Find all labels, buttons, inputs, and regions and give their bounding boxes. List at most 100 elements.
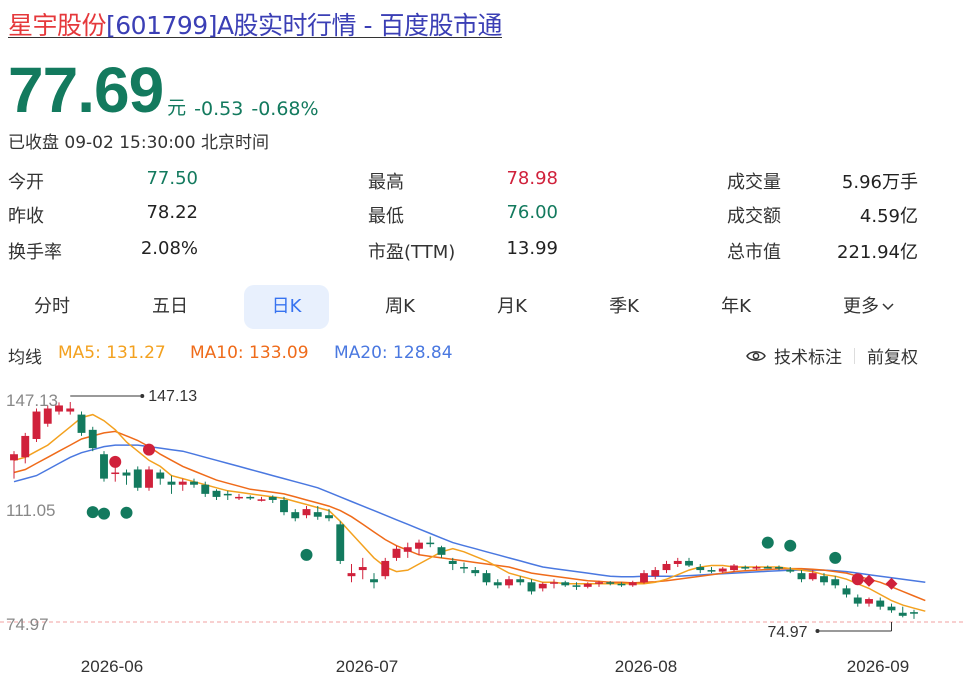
chart-tools: 技术标注 前复权 [746,343,918,368]
candle-body [66,408,75,412]
candle-body [842,588,851,595]
x-axis-label: 2026-07 [336,657,398,676]
tab-weekly-k[interactable]: 周K [385,296,415,317]
candle-body [122,472,131,476]
pe-label: 市盈(TTM) [368,242,456,263]
candle-body [201,484,210,494]
candle-body [223,493,232,496]
candle-body [43,408,52,424]
min-annotation-dot [815,629,820,633]
candle-body [460,567,468,569]
turnover-value: 2.08% [140,238,198,259]
kline-chart[interactable]: 147.13 111.05 74.97 147.13 74.97 2026-06 2026-… [0,382,963,692]
candle-body [808,573,817,580]
open-label: 今开 [8,172,44,193]
candle-body [865,599,873,604]
sell-signal-marker [300,548,313,561]
candle-body [100,454,108,479]
current-price: 77.69 [8,54,164,126]
tab-five-day[interactable]: 五日 [152,296,188,317]
tab-more[interactable]: 更多 [820,285,918,329]
tab-quarterly-k[interactable]: 季K [609,296,639,317]
ma20-line [13,444,926,584]
candle-body [32,411,41,439]
candle-body [797,573,806,580]
buy-signal-marker [143,443,155,456]
ma20-value: MA20: 128.84 [334,343,453,363]
candle-body [190,481,198,485]
ma5-value: MA5: 131.27 [58,343,166,363]
candle-body [910,612,918,614]
candle-body [853,597,862,604]
candle-body [516,579,525,583]
market-cap-value: 221.94亿 [837,242,918,263]
prev-close-label: 昨收 [8,206,44,227]
candle-body [538,583,547,589]
candle-body [415,542,423,549]
stock-name[interactable]: 星宇股份 [8,11,107,40]
candle-body [448,560,457,564]
candle-body [178,481,187,485]
page-title-rest[interactable]: [601799]A股实时行情 - 百度股市通 [106,11,502,40]
candle-body [617,583,626,586]
x-axis-label: 2026-06 [81,657,143,676]
candle-body [595,582,603,584]
candle-body [707,570,716,572]
candle-body [651,570,660,577]
candle-body [887,606,896,611]
low-label: 最低 [368,206,404,227]
candle-body [696,567,705,571]
page-title[interactable]: 星宇股份[601799]A股实时行情 - 百度股市通 [8,6,502,42]
candle-body [527,582,536,592]
candle-body [831,579,840,586]
forward-adjust-toggle[interactable]: 前复权 [867,348,918,368]
candle-body [685,560,693,566]
ma10-line [13,430,926,602]
period-tabs: 分时 五日 日K 周K 月K 季K 年K 更多 [8,285,918,329]
turnover-label: 换手率 [8,242,62,263]
max-annotation-label: 147.13 [148,388,197,405]
amount-label: 成交额 [727,206,781,227]
sell-signal-marker [86,506,99,519]
tab-yearly-k[interactable]: 年K [721,296,751,317]
buy-signal-marker [851,573,864,586]
candle-body [741,567,750,569]
candle-body [336,524,345,561]
chevron-down-icon [882,303,894,311]
candle-body [313,512,322,517]
candle-body [640,573,648,583]
sell-signal-marker [120,506,133,519]
sell-signal-marker [784,539,797,552]
candle-body [10,454,18,461]
candle-body [280,499,288,513]
tab-monthly-k[interactable]: 月K [497,296,527,317]
candle-body [752,567,761,569]
ma10-value: MA10: 133.09 [190,343,309,363]
candle-body [763,567,772,569]
candle-body [358,567,367,571]
candle-body [876,600,885,607]
candle-body [775,567,783,569]
high-value: 78.98 [506,168,558,189]
candle-body [77,414,86,433]
pe-value: 13.99 [506,238,558,259]
price-change: -0.53 [194,98,244,120]
tab-intraday[interactable]: 分时 [34,296,70,317]
y-axis-label: 147.13 [6,391,58,410]
candle-body [302,509,311,516]
candle-body [493,582,502,586]
candle-body [212,490,221,497]
ma5-line [13,413,926,612]
x-axis-label: 2026-09 [847,657,909,676]
sell-signal-marker [98,507,110,520]
tab-daily-k[interactable]: 日K [244,285,329,329]
candle-body [482,573,491,583]
tech-annotation-toggle[interactable]: 技术标注 [774,348,842,368]
candle-body [628,582,637,586]
eye-icon [746,350,766,361]
candle-body [392,548,401,558]
candle-body [268,496,277,500]
candle-body [235,496,243,499]
ma-label: 均线 [8,348,42,368]
candle-body [662,563,671,571]
